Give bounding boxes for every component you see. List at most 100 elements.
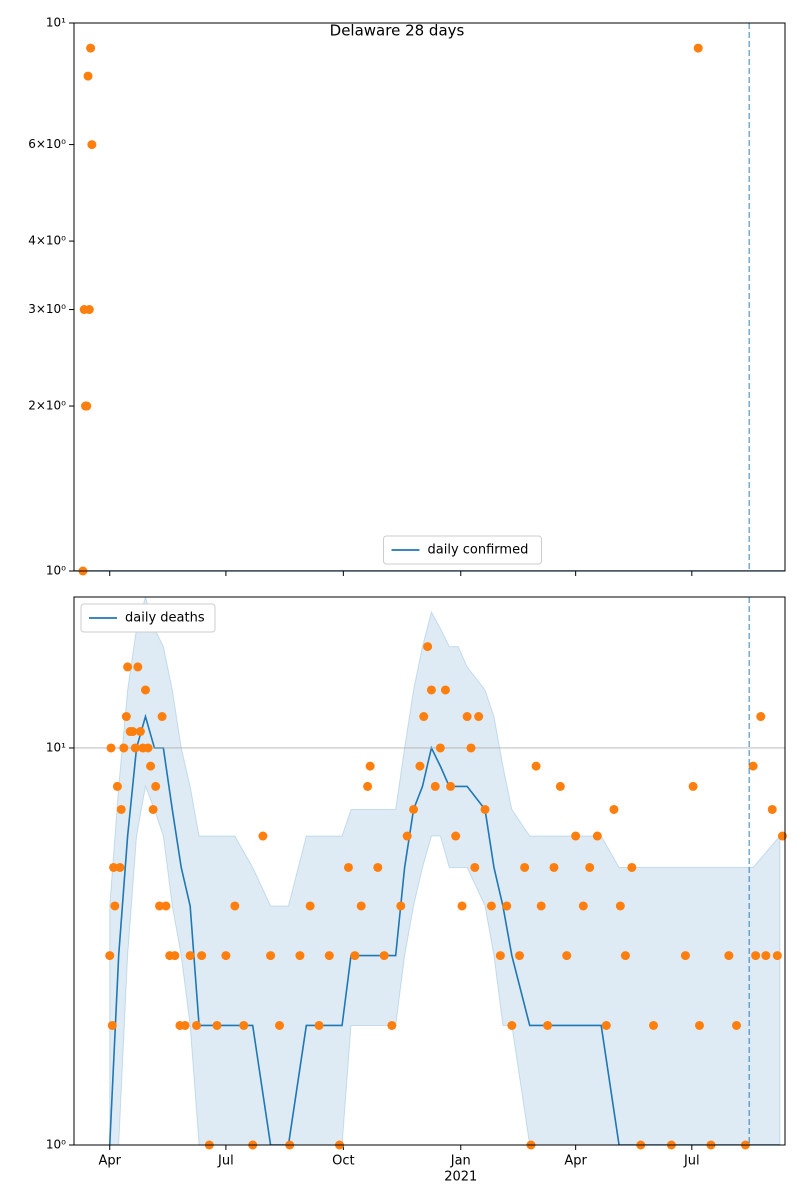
point xyxy=(180,1020,190,1030)
y-tick-label: 2×10⁰ xyxy=(28,399,66,413)
point xyxy=(419,712,429,722)
point xyxy=(549,862,559,872)
point xyxy=(192,1020,202,1030)
point xyxy=(116,804,126,814)
point xyxy=(592,831,602,841)
x-tick-label: Apr xyxy=(564,1154,587,1169)
point xyxy=(466,743,476,753)
x-tick-label: Jul xyxy=(217,1154,234,1169)
point xyxy=(82,401,92,411)
confidence-band xyxy=(109,597,781,1145)
axes-frame xyxy=(73,596,786,1146)
point xyxy=(601,1020,611,1030)
point xyxy=(148,804,158,814)
point xyxy=(86,43,96,53)
line xyxy=(108,713,780,1145)
point xyxy=(115,862,125,872)
point xyxy=(161,901,171,911)
point xyxy=(140,685,150,695)
point xyxy=(230,901,240,911)
legend-box xyxy=(80,603,216,633)
point xyxy=(495,951,505,961)
point xyxy=(356,901,366,911)
point xyxy=(777,831,787,841)
point xyxy=(119,743,129,753)
x-tick-label: 2021 xyxy=(444,1170,477,1185)
y-tick-label: 10⁰ xyxy=(46,564,66,578)
point xyxy=(627,862,637,872)
point xyxy=(761,951,771,961)
point xyxy=(143,743,153,753)
point xyxy=(680,951,690,961)
point xyxy=(578,901,588,911)
point xyxy=(724,951,734,961)
point xyxy=(451,831,461,841)
point xyxy=(507,1020,517,1030)
point xyxy=(133,662,143,672)
point xyxy=(373,862,383,872)
y-tick-label: 10¹ xyxy=(46,740,66,754)
point xyxy=(170,951,180,961)
point xyxy=(688,781,698,791)
point xyxy=(731,1020,741,1030)
point xyxy=(430,781,440,791)
point xyxy=(275,1020,285,1030)
point xyxy=(457,901,467,911)
point xyxy=(105,951,115,961)
point xyxy=(620,951,630,961)
point xyxy=(415,761,425,771)
point xyxy=(107,1020,117,1030)
point xyxy=(379,951,389,961)
point xyxy=(531,761,541,771)
point xyxy=(112,781,122,791)
point xyxy=(266,951,276,961)
point xyxy=(110,901,120,911)
point xyxy=(543,1020,553,1030)
point xyxy=(440,685,450,695)
legend: daily confirmed xyxy=(383,535,542,565)
point xyxy=(343,862,353,872)
point xyxy=(555,781,565,791)
point xyxy=(520,862,530,872)
point xyxy=(767,804,777,814)
point xyxy=(135,727,145,737)
point xyxy=(474,712,484,722)
point xyxy=(649,1020,659,1030)
point xyxy=(185,951,195,961)
point xyxy=(748,761,758,771)
point xyxy=(387,1020,397,1030)
point xyxy=(350,951,360,961)
point xyxy=(365,761,375,771)
point xyxy=(402,831,412,841)
point xyxy=(197,951,207,961)
y-tick-label: 10⁰ xyxy=(46,1138,66,1152)
point xyxy=(502,901,512,911)
x-tick-label: Apr xyxy=(98,1154,121,1169)
y-tick-label: 4×10⁰ xyxy=(28,234,66,248)
point xyxy=(295,951,305,961)
point xyxy=(615,901,625,911)
plot-area xyxy=(108,597,781,1145)
point xyxy=(130,743,140,753)
x-tick-label: Jul xyxy=(683,1154,700,1169)
axes-frame xyxy=(73,22,786,572)
point xyxy=(772,951,782,961)
point xyxy=(571,831,581,841)
legend-box xyxy=(383,535,542,565)
point xyxy=(128,727,138,737)
point xyxy=(446,781,456,791)
point xyxy=(609,804,619,814)
point xyxy=(212,1020,222,1030)
point xyxy=(121,712,131,722)
point xyxy=(363,781,373,791)
point xyxy=(87,140,97,150)
y-tick-label: 10¹ xyxy=(46,16,66,30)
point xyxy=(585,862,595,872)
legend-label: daily confirmed xyxy=(428,543,529,558)
point xyxy=(157,712,167,722)
point xyxy=(83,71,93,81)
point xyxy=(423,642,433,652)
point xyxy=(305,901,315,911)
